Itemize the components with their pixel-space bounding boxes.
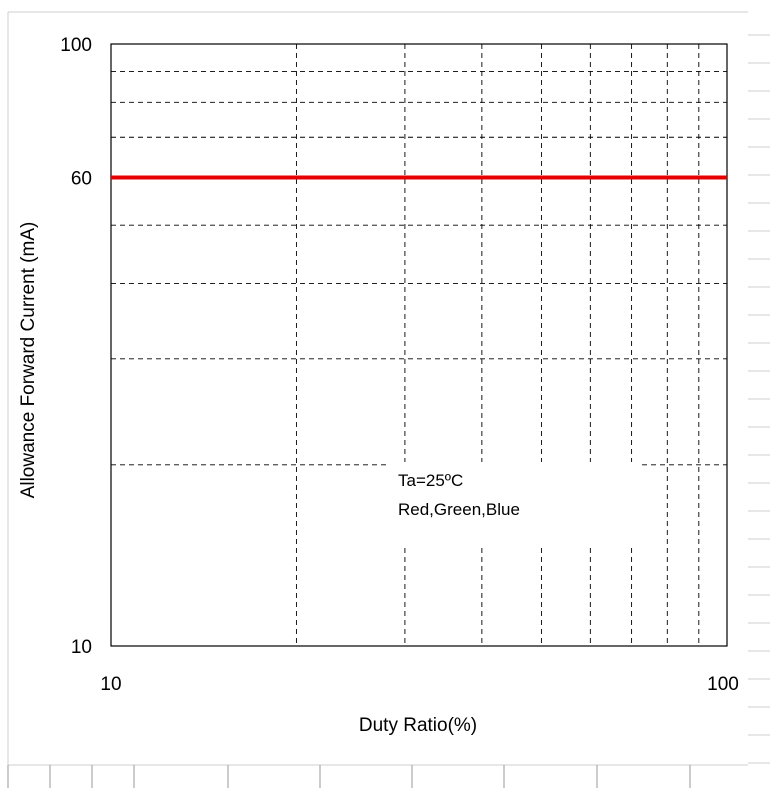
x-tick-label: 10 xyxy=(100,674,121,695)
x-tick-label: 100 xyxy=(707,674,739,695)
x-gridlines xyxy=(295,44,700,646)
y-tick-labels: 100 60 10 xyxy=(60,35,92,658)
y-tick-label: 100 xyxy=(60,35,92,56)
annotation-colors: Red,Green,Blue xyxy=(398,500,520,519)
background-frame xyxy=(7,11,748,766)
x-axis-title: Duty Ratio(%) xyxy=(359,715,477,736)
background-right-ticks xyxy=(748,34,770,764)
x-tick-labels: 10 100 xyxy=(100,674,738,695)
annotation-box xyxy=(390,462,640,548)
plot-area xyxy=(110,43,728,647)
annotation-temperature: Ta=25ºC xyxy=(398,471,463,490)
y-tick-label: 60 xyxy=(71,169,92,190)
y-axis-title: Allowance Forward Current (mA) xyxy=(18,222,39,499)
background-bottom-ticks xyxy=(7,765,691,788)
y-tick-label: 10 xyxy=(71,637,92,658)
